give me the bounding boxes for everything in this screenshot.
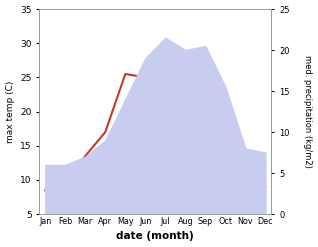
Y-axis label: max temp (C): max temp (C): [5, 80, 15, 143]
X-axis label: date (month): date (month): [116, 231, 194, 242]
Y-axis label: med. precipitation (kg/m2): med. precipitation (kg/m2): [303, 55, 313, 168]
